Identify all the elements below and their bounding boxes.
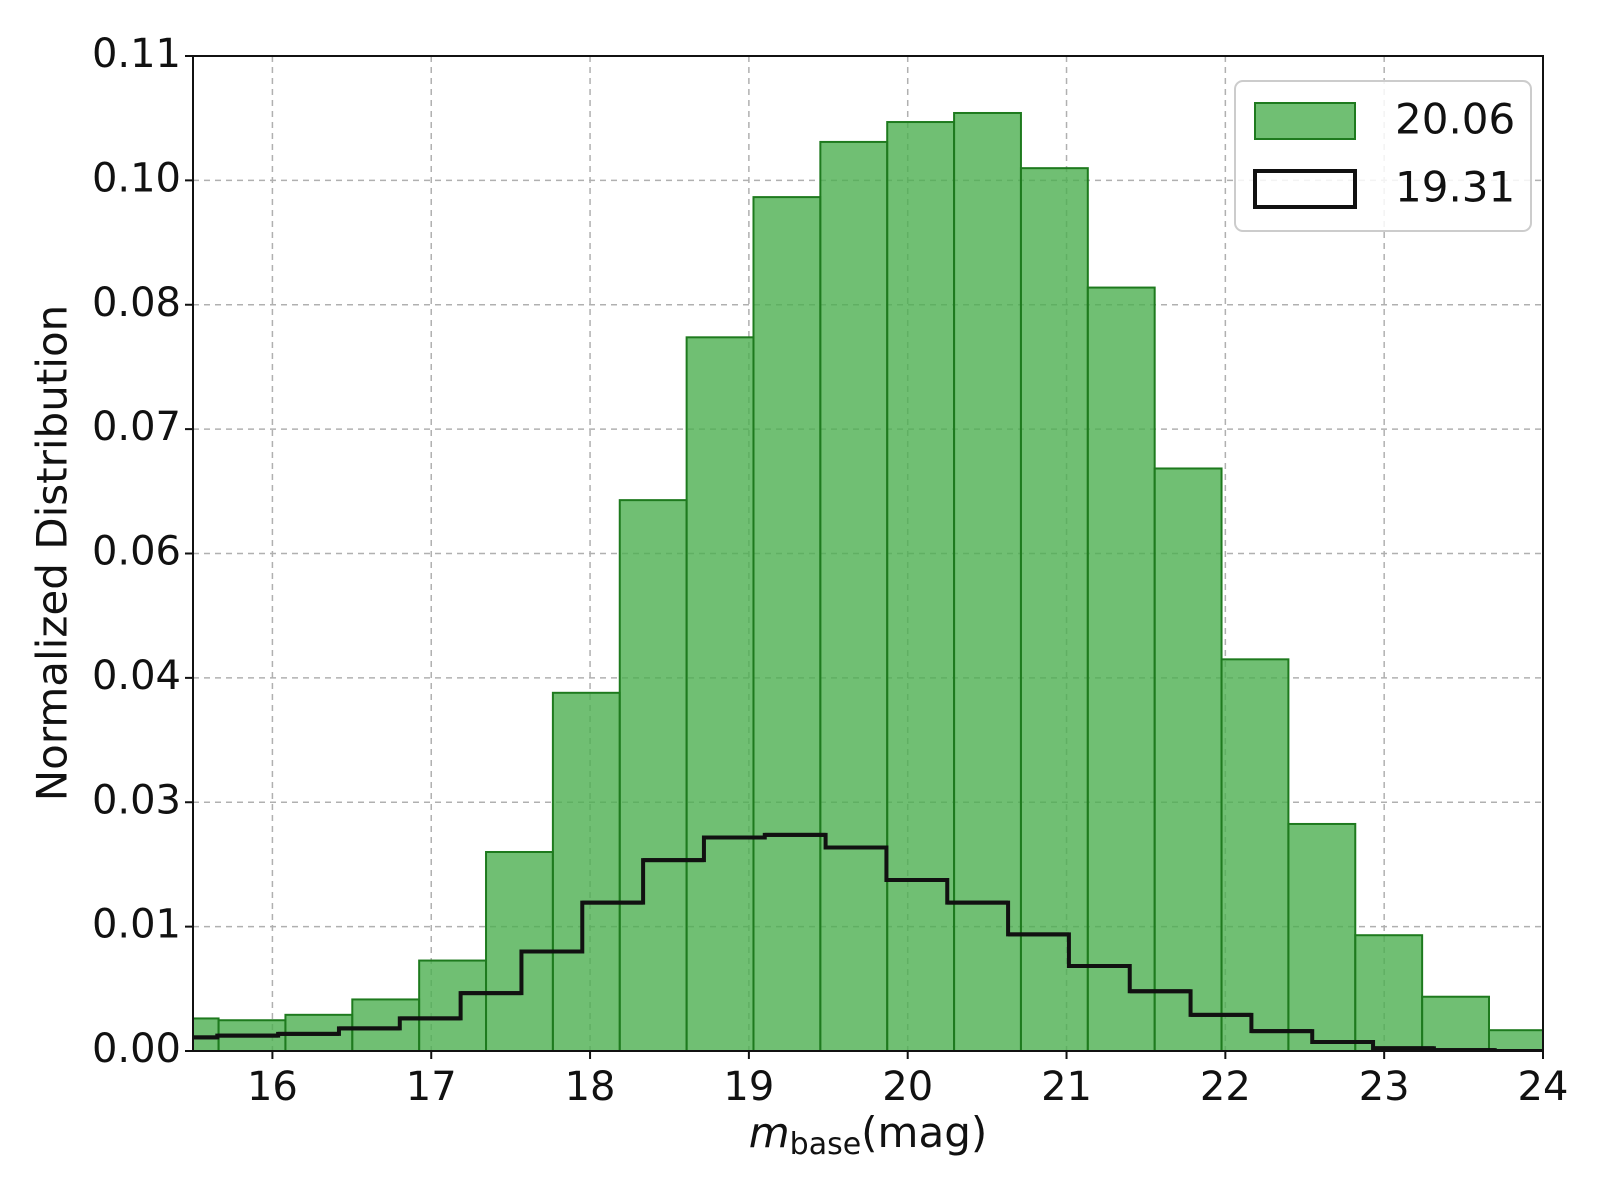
x-tick-label: 21 [1041, 1064, 1092, 1110]
histogram-bar [886, 121, 956, 1051]
histogram-bar [1421, 995, 1490, 1051]
histogram-bar [418, 959, 488, 1051]
y-tick-label: 0.11 [92, 31, 181, 77]
histogram-bar [1488, 1029, 1543, 1051]
y-tick-label: 0.10 [92, 155, 181, 201]
plot-area [193, 111, 1543, 1051]
histogram-bar [551, 691, 621, 1051]
x-tick-label: 24 [1518, 1064, 1569, 1110]
histogram-bar [351, 998, 421, 1051]
histogram-bar [1354, 934, 1424, 1051]
y-tick-label: 0.04 [92, 653, 181, 699]
y-tick-label: 0.01 [92, 902, 181, 948]
histogram-bar [618, 499, 688, 1051]
histogram-bar [1153, 467, 1223, 1051]
y-tick-label: 0.06 [92, 529, 181, 575]
y-tick-label: 0.00 [92, 1026, 181, 1072]
histogram-bar [1220, 658, 1290, 1051]
x-tick-label: 20 [882, 1064, 933, 1110]
histogram-bar [1287, 822, 1357, 1051]
x-tick-label: 18 [565, 1064, 616, 1110]
x-tick-label: 16 [247, 1064, 298, 1110]
legend-swatch [1254, 102, 1356, 140]
histogram-bar [685, 336, 755, 1051]
x-label-symbol: m [749, 1108, 790, 1157]
histogram-bar [953, 111, 1022, 1051]
y-tick-label: 0.07 [92, 404, 181, 450]
legend-swatch [1253, 169, 1357, 209]
histogram-bar [1019, 167, 1089, 1051]
legend-label: 20.06 [1395, 95, 1515, 144]
y-tick-label: 0.03 [92, 777, 181, 823]
legend-label: 19.31 [1395, 163, 1515, 212]
x-label-unit: (mag) [861, 1108, 987, 1157]
x-tick-label: 19 [723, 1064, 774, 1110]
histogram-bar [819, 140, 889, 1051]
x-tick-label: 22 [1200, 1064, 1251, 1110]
y-axis-label: Normalized Distribution [28, 305, 77, 802]
x-tick-label: 17 [406, 1064, 457, 1110]
x-label-subscript: base [790, 1127, 862, 1162]
x-tick-label: 23 [1359, 1064, 1410, 1110]
histogram-bar [1086, 286, 1156, 1051]
histogram-bar [752, 196, 822, 1051]
x-axis-label: mbase(mag) [749, 1108, 988, 1162]
y-tick-label: 0.08 [92, 280, 181, 326]
legend: 20.06 19.31 [1234, 80, 1532, 232]
